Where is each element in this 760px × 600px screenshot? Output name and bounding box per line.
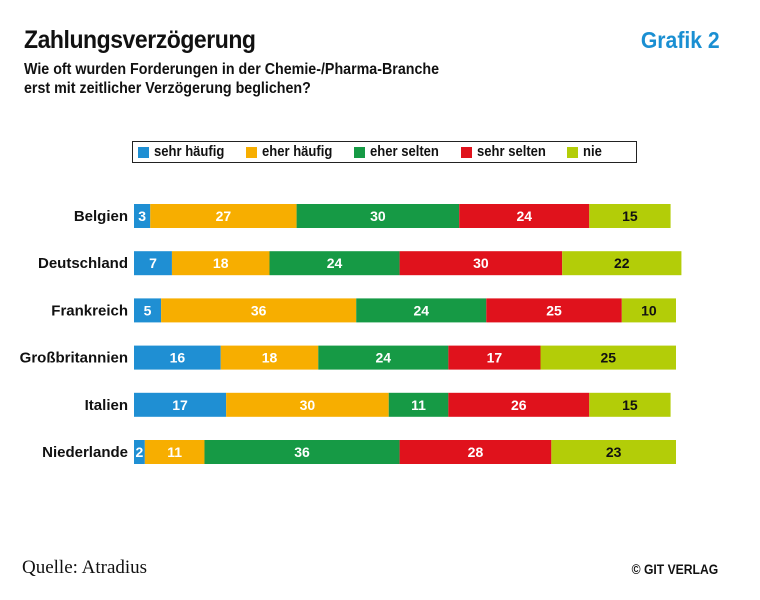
legend-item-4: nie — [567, 144, 604, 160]
data-label-3-4: 25 — [600, 350, 616, 366]
bar-segment-5-1 — [144, 440, 205, 464]
bar-segment-3-2 — [318, 345, 449, 370]
data-label-2-3: 25 — [546, 302, 562, 318]
copyright-note: © GIT VERLAG — [631, 562, 718, 577]
bar-segment-0-2 — [296, 204, 460, 228]
bar-segment-1-4 — [562, 251, 682, 276]
chart-legend: sehr häufig eher häufig eher selten sehr se… — [132, 141, 637, 163]
legend-swatch-2 — [354, 146, 366, 158]
category-label-5: Niederlande — [42, 444, 128, 461]
data-label-1-2: 24 — [327, 255, 343, 271]
bar-segment-0-3 — [459, 204, 590, 228]
bar-segment-5-2 — [204, 440, 400, 464]
data-label-1-3: 30 — [473, 255, 489, 271]
bar-segment-4-1 — [226, 392, 389, 417]
data-label-2-4: 10 — [641, 302, 657, 318]
category-label-2: Frankreich — [51, 302, 128, 319]
figure-label: Grafik 2 — [641, 27, 720, 53]
bar-segment-2-0 — [134, 298, 162, 323]
data-label-3-1: 18 — [262, 350, 278, 366]
bar-segment-1-1 — [171, 251, 270, 276]
subtitle-line-1: Wie oft wurden Forderungen in der Chemie… — [24, 61, 440, 78]
bar-segment-3-1 — [220, 345, 319, 370]
data-label-4-4: 15 — [622, 397, 638, 413]
bar-segment-3-4 — [540, 345, 676, 370]
subtitle-line-2: erst mit zeitlicher Verzögerung begliche… — [24, 80, 311, 97]
data-label-5-2: 36 — [294, 444, 310, 460]
data-label-5-3: 28 — [468, 444, 484, 460]
source-note: Quelle: Atradius — [22, 557, 148, 578]
data-label-5-4: 23 — [606, 444, 622, 460]
legend-label-1: eher häufig — [262, 144, 333, 160]
category-label-0: Belgien — [74, 208, 128, 225]
chart-subtitle: Wie oft wurden Forderungen in der Chemie… — [24, 60, 502, 98]
legend-swatch-0 — [138, 146, 149, 158]
legend-label-3: sehr selten — [476, 144, 546, 160]
bar-segment-0-0 — [134, 204, 151, 228]
legend-item-3: sehr selten — [460, 144, 554, 160]
bar-segment-1-0 — [134, 251, 172, 276]
legend-item-0: sehr häufig — [138, 144, 232, 160]
bar-segment-1-2 — [269, 251, 400, 276]
data-label-0-1: 27 — [216, 208, 232, 224]
data-label-0-3: 24 — [516, 208, 532, 224]
bar-segment-4-0 — [134, 392, 227, 417]
category-label-3: Großbritannien — [20, 350, 128, 367]
data-label-5-1: 11 — [167, 444, 182, 460]
data-label-4-2: 11 — [411, 397, 426, 413]
bar-segment-5-0 — [134, 440, 145, 464]
legend-label-2: eher selten — [370, 144, 440, 160]
legend-item-1: eher häufig — [246, 144, 340, 160]
legend-label-4: nie — [583, 144, 603, 160]
data-label-2-0: 5 — [144, 302, 152, 318]
bar-segment-2-3 — [486, 298, 622, 323]
data-label-3-2: 24 — [376, 350, 392, 366]
data-label-0-2: 30 — [370, 208, 386, 224]
legend-item-2: eher selten — [354, 144, 447, 160]
bar-segment-5-3 — [399, 440, 552, 464]
legend-swatch-1 — [246, 146, 258, 158]
legend-swatch-3 — [460, 146, 472, 158]
bar-segment-0-4 — [589, 204, 671, 228]
data-label-0-0: 3 — [138, 208, 146, 224]
data-label-5-0: 2 — [136, 444, 144, 460]
data-label-3-0: 16 — [170, 350, 186, 366]
data-label-4-3: 26 — [511, 397, 527, 413]
bar-segment-3-3 — [448, 345, 541, 370]
data-label-1-0: 7 — [149, 255, 157, 271]
bar-segment-3-0 — [134, 345, 221, 370]
data-label-1-4: 22 — [614, 255, 630, 271]
legend-label-0: sehr häufig — [154, 144, 225, 160]
bar-segment-0-1 — [150, 204, 297, 228]
bar-segment-1-3 — [399, 251, 563, 276]
bar-segment-2-2 — [356, 298, 487, 323]
data-label-4-1: 30 — [300, 397, 316, 413]
category-label-4: Italien — [85, 397, 128, 414]
data-label-2-2: 24 — [413, 302, 429, 318]
data-label-4-0: 17 — [172, 397, 188, 413]
bar-segment-2-4 — [621, 298, 676, 323]
bar-segment-4-2 — [388, 392, 449, 417]
data-label-3-3: 17 — [487, 350, 503, 366]
data-label-1-1: 18 — [213, 255, 229, 271]
bar-segment-5-4 — [551, 440, 676, 464]
data-label-0-4: 15 — [622, 208, 638, 224]
chart-title: Zahlungsverzögerung — [24, 26, 256, 54]
bar-segment-4-3 — [448, 392, 590, 417]
category-label-1: Deutschland — [38, 255, 128, 272]
bar-segment-4-4 — [589, 392, 671, 417]
data-label-2-1: 36 — [251, 302, 267, 318]
bar-segment-2-1 — [161, 298, 357, 323]
legend-swatch-4 — [567, 146, 579, 158]
